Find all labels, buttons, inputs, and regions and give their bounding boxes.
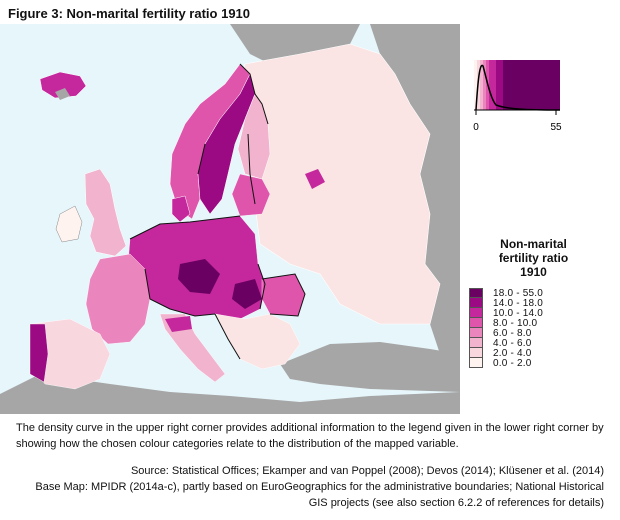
density-inset: 0 55 xyxy=(473,60,562,133)
europe-map xyxy=(0,24,460,414)
central-hotspot xyxy=(178,259,220,294)
legend-row: 10.0 - 14.0 xyxy=(469,307,544,319)
legend-label: 2.0 - 4.0 xyxy=(493,347,532,359)
asia-land xyxy=(370,24,460,354)
north-norway-land xyxy=(230,24,360,64)
legend: 18.0 - 55.0 14.0 - 18.0 10.0 - 14.0 8.0 … xyxy=(469,287,544,369)
base-map-line: Base Map: MPIDR (2014a-c), partly based … xyxy=(35,481,604,509)
france-region xyxy=(85,253,151,345)
figure-title: Figure 3: Non-marital fertility ratio 19… xyxy=(8,6,251,21)
baltic-region xyxy=(231,173,271,217)
inset-band-0-2 xyxy=(474,60,477,110)
legend-row: 14.0 - 18.0 xyxy=(469,297,544,309)
legend-row: 18.0 - 55.0 xyxy=(469,287,544,299)
source-line: Source: Statistical Offices; Ekamper and… xyxy=(130,465,604,477)
great-britain-region xyxy=(84,168,127,257)
north-africa-land xyxy=(0,374,460,414)
legend-swatch xyxy=(469,328,483,338)
legend-swatch xyxy=(469,288,483,298)
legend-row: 0.0 - 2.0 xyxy=(469,357,543,369)
legend-row: 2.0 - 4.0 xyxy=(469,347,543,359)
inset-max-label: 55 xyxy=(550,122,562,133)
legend-label: 10.0 - 14.0 xyxy=(493,307,544,319)
legend-row: 6.0 - 8.0 xyxy=(469,327,543,339)
legend-label: 6.0 - 8.0 xyxy=(493,327,532,339)
legend-title-line3: 1910 xyxy=(520,265,547,279)
russia-hotspot xyxy=(305,169,325,189)
legend-swatch xyxy=(469,308,483,318)
legend-label: 14.0 - 18.0 xyxy=(493,297,544,309)
legend-row: 4.0 - 6.0 xyxy=(469,337,543,349)
inset-min-label: 0 xyxy=(473,122,479,133)
legend-label: 18.0 - 55.0 xyxy=(493,287,544,299)
legend-row: 8.0 - 10.0 xyxy=(469,317,543,329)
legend-label: 0.0 - 2.0 xyxy=(493,357,532,369)
denmark-region xyxy=(171,195,191,223)
legend-swatch xyxy=(469,348,483,358)
density-curve xyxy=(475,64,561,111)
figure-caption: The density curve in the upper right cor… xyxy=(16,422,604,450)
austria-hotspot xyxy=(232,279,262,309)
legend-swatch xyxy=(469,318,483,328)
legend-swatch xyxy=(469,298,483,308)
legend-label: 4.0 - 6.0 xyxy=(493,337,532,349)
iceland-region xyxy=(39,71,87,99)
legend-title-line1: Non-marital xyxy=(500,237,567,251)
legend-label: 8.0 - 10.0 xyxy=(493,317,538,329)
iceland-grey xyxy=(55,88,70,100)
turkey-land xyxy=(280,342,460,392)
legend-title: Non-marital fertility ratio 1910 xyxy=(486,237,581,279)
source-notes: Source: Statistical Offices; Ekamper and… xyxy=(16,463,604,511)
legend-title-line2: fertility ratio xyxy=(498,251,569,265)
country-borders xyxy=(129,63,306,360)
legend-swatch xyxy=(469,358,483,368)
ireland-region xyxy=(55,205,83,243)
italy-north-hotspot xyxy=(165,316,192,332)
portugal-region xyxy=(29,323,49,383)
legend-swatch xyxy=(469,338,483,348)
